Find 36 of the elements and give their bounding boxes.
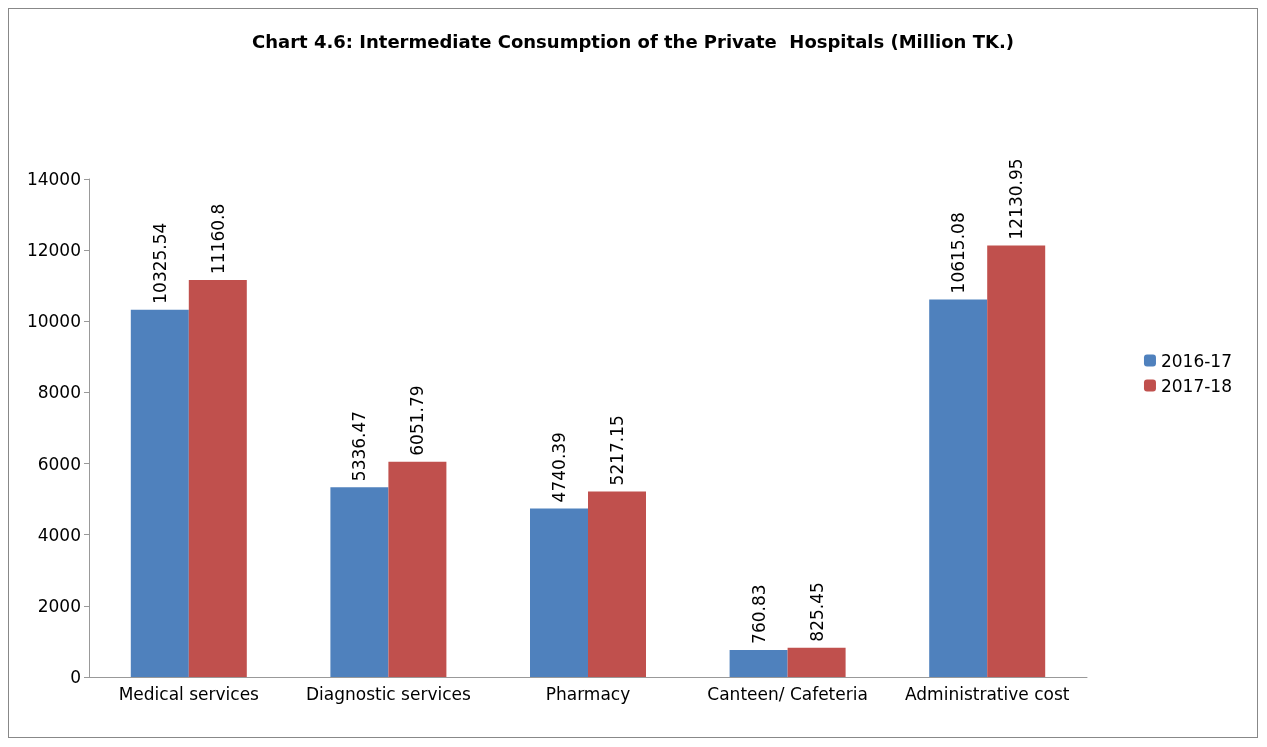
bar <box>929 299 988 677</box>
data-label: 11160.8 <box>207 203 228 274</box>
chart-title: Chart 4.6: Intermediate Consumption of the Private Hospitals (Million TK.) <box>252 30 1014 52</box>
data-label: 10325.54 <box>149 222 170 304</box>
bar <box>987 245 1046 677</box>
bar <box>729 649 788 677</box>
x-tick-label: Pharmacy <box>545 683 631 704</box>
bar <box>130 309 189 677</box>
x-tick-label: Medical services <box>118 683 260 704</box>
bar <box>388 461 447 677</box>
y-tick-label: 0 <box>70 667 81 687</box>
data-label: 760.83 <box>748 584 769 644</box>
x-tick-label: Diagnostic services <box>305 683 472 704</box>
data-label: 5336.47 <box>349 410 370 482</box>
y-tick-label: 14000 <box>26 169 81 189</box>
data-label: 10615.08 <box>948 212 969 294</box>
legend-label: 2017-18 <box>1160 375 1232 396</box>
bar <box>787 647 846 677</box>
y-tick-label: 4000 <box>37 524 81 545</box>
y-tick-label: 6000 <box>37 453 81 474</box>
x-tick-label: Administrative cost <box>904 683 1070 704</box>
data-label: 6051.79 <box>407 385 428 456</box>
y-tick-label: 12000 <box>26 240 81 261</box>
data-label: 825.45 <box>806 582 827 642</box>
bar <box>330 487 389 677</box>
bar <box>188 279 247 677</box>
data-label: 4740.39 <box>549 432 569 503</box>
data-label: 5217.15 <box>607 415 627 486</box>
legend-label: 2016-17 <box>1160 350 1232 371</box>
x-tick-label: Canteen/ Cafeteria <box>707 683 868 704</box>
y-tick-label: 8000 <box>37 382 81 403</box>
y-tick-label: 10000 <box>26 311 81 332</box>
y-tick-label: 2000 <box>37 595 81 616</box>
bar <box>588 491 646 677</box>
data-label: 12130.95 <box>1006 158 1027 240</box>
bar <box>530 508 588 677</box>
